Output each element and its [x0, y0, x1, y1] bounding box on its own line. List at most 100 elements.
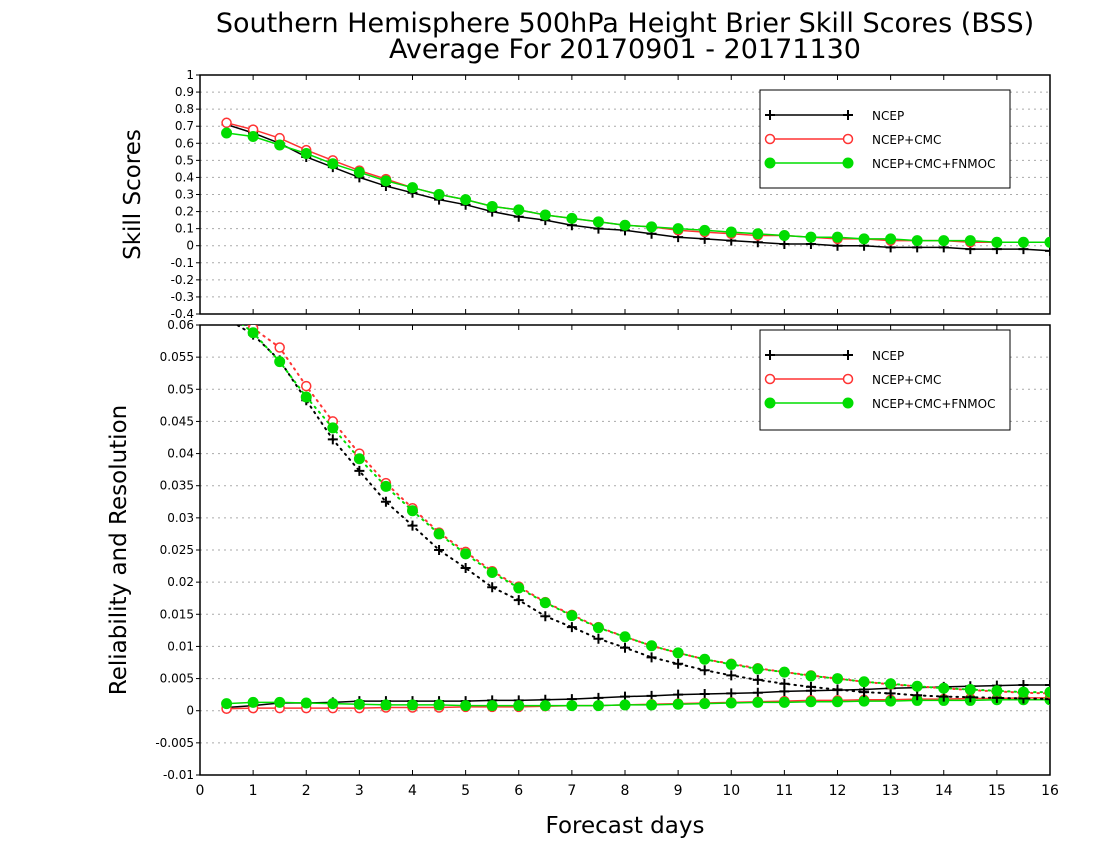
data-point	[513, 582, 525, 594]
data-point	[672, 698, 684, 710]
data-point	[699, 689, 710, 699]
data-point	[699, 653, 711, 665]
data-point	[858, 676, 870, 688]
data-point	[726, 670, 737, 681]
data-point	[646, 652, 657, 663]
x-tick-label: 14	[935, 783, 953, 799]
data-point	[619, 631, 631, 643]
data-point	[619, 219, 631, 231]
y-tick-label: 0.4	[175, 170, 194, 184]
data-point	[592, 216, 604, 228]
y-tick-label: 0.9	[175, 85, 194, 99]
data-point	[1044, 236, 1050, 248]
y-tick-label: 1	[186, 68, 194, 82]
data-point	[433, 189, 445, 200]
data-point	[1044, 686, 1050, 698]
data-point	[805, 670, 817, 682]
x-tick-label: 8	[621, 783, 630, 799]
data-point	[725, 226, 737, 238]
data-point	[646, 699, 658, 711]
data-point	[274, 139, 286, 151]
legend-marker	[764, 397, 776, 409]
data-point	[460, 194, 472, 206]
data-point	[779, 678, 790, 689]
chart-subtitle: Average For 20170901 - 20171130	[389, 34, 861, 65]
data-point	[513, 595, 524, 606]
data-point	[858, 233, 870, 245]
x-tick-label: 3	[355, 783, 364, 799]
x-tick-label: 10	[722, 783, 740, 799]
data-point	[300, 697, 312, 709]
data-point	[646, 221, 658, 233]
data-point	[752, 687, 763, 698]
data-point	[407, 505, 418, 517]
data-point	[859, 687, 870, 698]
chart-title: Southern Hemisphere 500hPa Height Brier …	[216, 8, 1034, 39]
y-axis-label: Skill Scores	[120, 129, 146, 260]
data-point	[726, 688, 737, 699]
data-point	[592, 622, 604, 634]
data-point	[540, 611, 551, 622]
y-tick-label: -0.4	[171, 307, 194, 321]
legend-marker	[765, 110, 775, 120]
legend-marker	[843, 110, 853, 120]
y-tick-label: 0.3	[175, 188, 194, 202]
data-point	[460, 548, 472, 560]
data-point	[699, 698, 711, 710]
data-point	[247, 696, 259, 708]
y-tick-label: 0.5	[175, 153, 194, 167]
legend-label: NCEP	[872, 109, 904, 123]
data-point	[327, 422, 339, 434]
data-point	[380, 699, 392, 711]
data-point	[885, 688, 896, 699]
plot-area	[221, 304, 1050, 715]
data-point	[832, 684, 843, 695]
data-point	[274, 356, 286, 368]
data-point	[247, 327, 259, 339]
plot-area	[221, 117, 1050, 256]
y-tick-label: 0.03	[167, 511, 194, 525]
data-point	[539, 597, 551, 609]
y-tick-label: 0.06	[167, 318, 194, 332]
legend-marker	[764, 133, 776, 145]
data-point	[566, 700, 578, 712]
data-point	[752, 663, 764, 675]
legend-marker	[765, 350, 775, 360]
data-point	[407, 182, 418, 194]
y-tick-label: 0.005	[160, 672, 194, 686]
data-point	[301, 380, 312, 392]
data-point	[911, 680, 923, 692]
data-point	[487, 582, 498, 593]
legend-label: NCEP+CMC	[872, 373, 941, 387]
legend-marker	[764, 373, 776, 385]
data-point	[832, 696, 843, 708]
data-point	[221, 698, 233, 710]
legend-label: NCEP+CMC+FNMOC	[872, 397, 995, 411]
data-point	[222, 304, 231, 313]
data-point	[699, 665, 710, 676]
data-point	[433, 699, 445, 711]
data-point	[407, 699, 418, 711]
legend-label: NCEP	[872, 349, 904, 363]
x-tick-label: 1	[249, 783, 258, 799]
data-point	[222, 307, 232, 317]
data-point	[300, 148, 312, 160]
y-tick-label: 0.6	[175, 136, 194, 150]
legend-label: NCEP+CMC+FNMOC	[872, 157, 995, 171]
data-point	[805, 681, 816, 692]
x-tick-label: 13	[882, 783, 900, 799]
data-point	[805, 696, 817, 708]
plot-frame	[199, 324, 1051, 776]
data-point	[991, 236, 1003, 248]
data-point	[885, 233, 897, 245]
data-point	[433, 528, 445, 540]
y-tick-label: 0.8	[175, 102, 194, 116]
data-point	[353, 166, 365, 178]
data-point	[778, 666, 790, 678]
legend: NCEP NCEP+CMC NCEP+CMC+FNMOC	[759, 329, 1011, 431]
data-point	[938, 682, 950, 694]
skill-score-panel: -0.4 -0.3 -0.2 -0.1 0 0.1 0.2 0.3 0.4 0.5 0.6 0.7 0.…	[120, 68, 1051, 321]
data-point	[752, 674, 763, 685]
data-point	[858, 695, 870, 707]
y-tick-label: -0.1	[171, 256, 194, 270]
